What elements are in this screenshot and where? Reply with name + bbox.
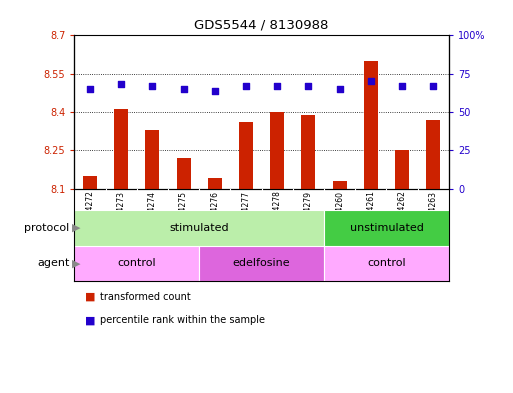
Text: GSM1084272: GSM1084272 — [86, 191, 94, 241]
Text: GDS5544 / 8130988: GDS5544 / 8130988 — [194, 18, 329, 31]
Text: ■: ■ — [85, 315, 95, 325]
Bar — [302, 114, 315, 189]
Text: GSM1084277: GSM1084277 — [242, 191, 250, 242]
Point — [367, 78, 375, 84]
Text: stimulated: stimulated — [169, 223, 229, 233]
Text: control: control — [117, 258, 156, 268]
Text: protocol: protocol — [24, 223, 69, 233]
Text: agent: agent — [37, 258, 69, 268]
Text: GSM1084279: GSM1084279 — [304, 191, 313, 242]
Text: percentile rank within the sample: percentile rank within the sample — [100, 315, 265, 325]
Bar — [114, 109, 128, 189]
Text: control: control — [367, 258, 406, 268]
Point — [117, 81, 125, 88]
Bar — [324, 210, 449, 246]
Text: GSM1084278: GSM1084278 — [273, 191, 282, 241]
Text: GSM1084262: GSM1084262 — [398, 191, 407, 241]
Point — [429, 83, 438, 89]
Text: ▶: ▶ — [72, 258, 81, 268]
Text: GSM1084263: GSM1084263 — [429, 191, 438, 242]
Text: GSM1084276: GSM1084276 — [210, 191, 220, 242]
Text: unstimulated: unstimulated — [349, 223, 423, 233]
Text: GSM1084261: GSM1084261 — [366, 191, 376, 241]
Bar — [395, 150, 409, 189]
Point — [211, 87, 219, 94]
Bar — [74, 210, 324, 246]
Point — [86, 86, 94, 92]
Point — [273, 83, 281, 89]
Text: transformed count: transformed count — [100, 292, 191, 302]
Text: GSM1084273: GSM1084273 — [116, 191, 126, 242]
Bar — [324, 246, 449, 281]
Bar — [239, 122, 253, 189]
Text: GSM1084260: GSM1084260 — [335, 191, 344, 242]
Bar — [176, 158, 191, 189]
Bar — [208, 178, 222, 189]
Bar — [145, 130, 160, 189]
Bar — [74, 246, 199, 281]
Bar — [364, 61, 378, 189]
Point — [148, 83, 156, 89]
Point — [398, 83, 406, 89]
Bar — [199, 246, 324, 281]
Bar — [332, 181, 347, 189]
Text: ■: ■ — [85, 292, 95, 302]
Text: edelfosine: edelfosine — [233, 258, 290, 268]
Text: ▶: ▶ — [72, 223, 81, 233]
Point — [180, 86, 188, 92]
Point — [242, 83, 250, 89]
Text: GSM1084274: GSM1084274 — [148, 191, 157, 242]
Bar — [270, 112, 284, 189]
Point — [304, 83, 312, 89]
Point — [336, 86, 344, 92]
Bar — [426, 119, 440, 189]
Text: GSM1084275: GSM1084275 — [179, 191, 188, 242]
Bar — [83, 176, 97, 189]
